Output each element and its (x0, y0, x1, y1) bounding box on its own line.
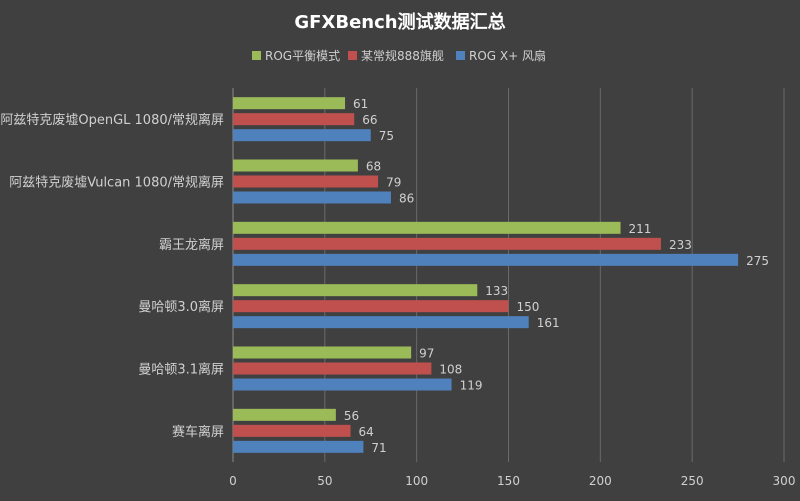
gridlines (232, 88, 785, 462)
data-label: 64 (359, 425, 374, 439)
data-label: 161 (537, 316, 560, 330)
category-label: 阿兹特克废墟Vulcan 1080/常规离屏 (9, 175, 224, 191)
category-label: 霸王龙离屏 (159, 237, 224, 253)
bar (233, 424, 351, 437)
data-label: 68 (366, 160, 381, 174)
data-label: 133 (485, 284, 508, 298)
x-tick-label: 50 (317, 474, 332, 488)
bar (233, 362, 432, 375)
bar (233, 316, 529, 329)
x-tick-label: 300 (773, 474, 796, 488)
bar (233, 346, 412, 359)
data-label: 275 (746, 254, 769, 268)
legend-swatch (252, 51, 261, 60)
x-tick-label: 200 (589, 474, 612, 488)
data-label: 75 (379, 129, 394, 143)
data-label: 150 (517, 300, 540, 314)
legend: ROG平衡模式 某常规888旗舰 ROG X+ 风扇 (252, 48, 546, 63)
legend-swatch (348, 51, 357, 60)
bar (233, 159, 358, 172)
bar (233, 237, 661, 250)
data-label: 79 (386, 176, 401, 190)
bar (233, 221, 621, 234)
data-label: 66 (362, 113, 377, 127)
legend-swatch (456, 51, 465, 60)
x-tick-label: 250 (681, 474, 704, 488)
bar (233, 300, 509, 313)
bar (233, 378, 452, 391)
bar (233, 175, 379, 188)
bar (233, 408, 336, 421)
bar (233, 113, 355, 126)
data-label: 233 (669, 238, 692, 252)
legend-label: 某常规888旗舰 (361, 48, 444, 63)
x-tick-labels: 0 50 100 150 200 250 300 (229, 474, 795, 488)
data-label: 86 (399, 192, 414, 206)
data-label: 56 (344, 409, 359, 423)
legend-label: ROG平衡模式 (265, 49, 340, 63)
bar (233, 253, 739, 266)
x-tick-label: 100 (405, 474, 428, 488)
chart-title: GFXBench测试数据汇总 (294, 11, 505, 33)
data-label: 119 (460, 379, 483, 393)
data-label: 108 (439, 363, 462, 377)
data-label: 61 (353, 97, 368, 111)
category-label: 阿兹特克废墟OpenGL 1080/常规离屏 (0, 112, 224, 128)
data-label: 97 (419, 347, 434, 361)
bar (233, 440, 364, 453)
bar (233, 97, 346, 110)
category-label: 曼哈顿3.1离屏 (138, 362, 224, 378)
category-label: 赛车离屏 (172, 424, 224, 440)
category-label: 曼哈顿3.0离屏 (138, 299, 224, 315)
bar (233, 191, 391, 204)
x-tick-label: 150 (497, 474, 520, 488)
bar (233, 284, 478, 297)
bar (233, 129, 371, 142)
legend-label: ROG X+ 风扇 (469, 48, 546, 63)
data-label: 71 (371, 441, 386, 455)
data-label: 211 (629, 222, 652, 236)
x-tick-label: 0 (229, 474, 237, 488)
